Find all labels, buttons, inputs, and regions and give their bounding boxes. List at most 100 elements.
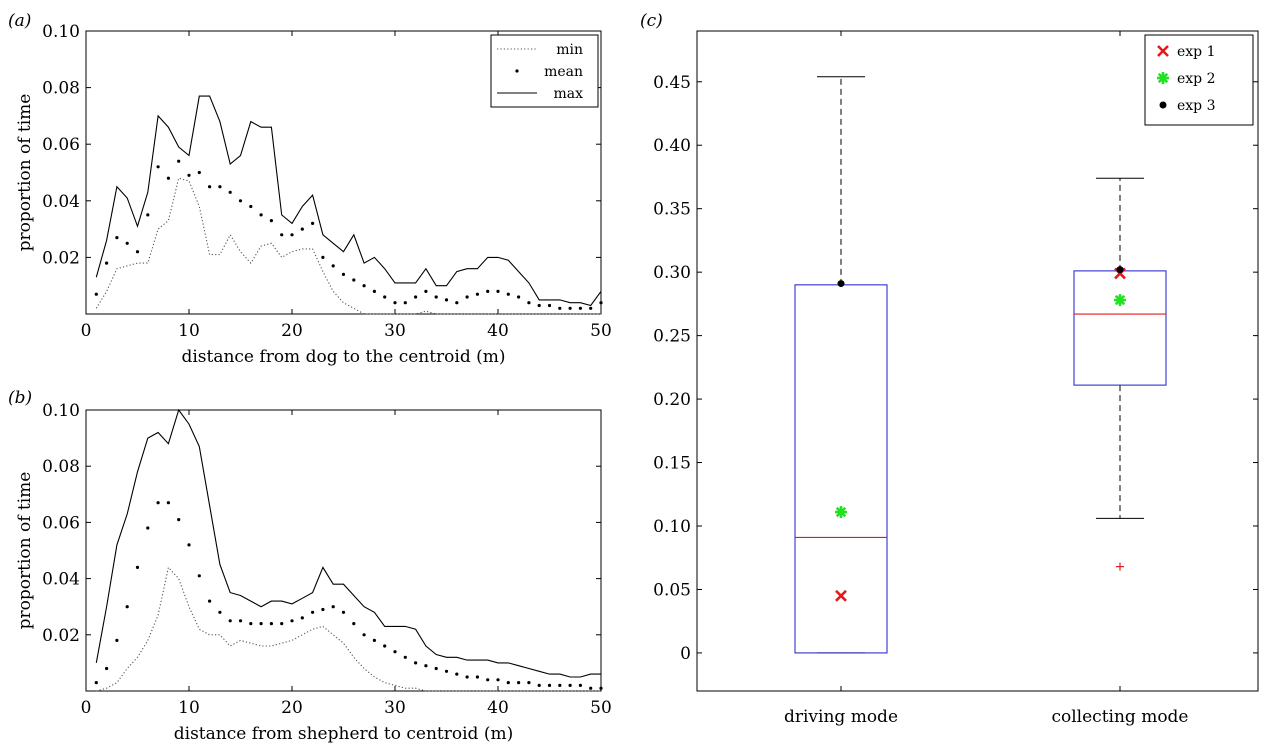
data-point: [578, 306, 583, 310]
data-point: [414, 661, 418, 665]
dot: [1159, 101, 1167, 109]
y-tick-label: 0: [680, 644, 691, 664]
data-point: [589, 686, 593, 690]
y-tick-label: 0.06: [42, 513, 80, 533]
data-point: [156, 165, 160, 169]
data-point: [444, 669, 449, 673]
series-min-line: [95, 177, 601, 315]
y-tick-label: 0.08: [42, 457, 80, 477]
data-point: [424, 289, 428, 293]
y-tick-label: 0.45: [653, 73, 691, 93]
y-tick-label: 0.02: [42, 626, 80, 646]
data-point: [94, 292, 98, 296]
outlier: [1116, 562, 1124, 571]
data-point: [558, 306, 562, 310]
data-point: [228, 190, 232, 194]
data-point: [249, 622, 253, 626]
data-point: [383, 295, 387, 299]
data-point: [177, 518, 181, 522]
y-tick-label: 0.08: [42, 79, 80, 99]
data-point: [393, 301, 397, 305]
x-tick-label: 20: [281, 321, 303, 341]
data-point: [105, 666, 109, 671]
data-point: [537, 303, 541, 308]
data-point: [146, 213, 150, 217]
data-point: [578, 683, 583, 688]
data-point: [527, 301, 531, 305]
legend-marker-exp-3: [1159, 101, 1167, 109]
data-point: [403, 301, 407, 305]
legend-label-exp-3: exp 3: [1177, 98, 1216, 114]
x-tick-label: 0: [81, 321, 92, 341]
data-point: [300, 227, 304, 231]
legend-marker-exp-1: [1157, 45, 1169, 57]
data-point: [506, 292, 510, 296]
y-tick-label: 0.35: [653, 200, 691, 220]
y-tick-label: 0.10: [42, 401, 80, 421]
series-min-line: [96, 566, 601, 692]
point-exp-2: [1114, 294, 1126, 307]
data-point: [517, 295, 521, 299]
axes-box: [85, 30, 602, 315]
data-point: [558, 683, 562, 688]
data-point: [177, 159, 181, 163]
data-point: [352, 278, 356, 282]
y-tick-label: 0.10: [653, 517, 691, 537]
data-point: [331, 264, 335, 268]
asterisk-stroke: [1114, 294, 1126, 306]
data-point: [414, 295, 418, 299]
data-point: [372, 638, 376, 643]
data-point: [156, 501, 160, 505]
data-point: [465, 675, 469, 679]
panel-label-b: (b): [8, 388, 32, 408]
data-point: [269, 219, 273, 223]
y-tick-label: 0.06: [42, 135, 80, 155]
data-point: [290, 619, 294, 623]
x-tick-label: 50: [590, 698, 612, 718]
plot-area-a: 0 10 20 30 40 50 0.02 0.04 0.06 0.08 0.10: [42, 22, 612, 341]
x-axis-label-b: distance from shepherd to centroid (m): [174, 724, 513, 744]
x-tick-label: 0: [81, 698, 92, 718]
data-point: [331, 605, 335, 609]
panel-b: (b) proportion of time distance from she…: [8, 388, 612, 744]
point-exp-2: [835, 506, 847, 519]
data-point: [146, 526, 150, 530]
data-point: [259, 213, 263, 217]
y-tick-label: 0.20: [653, 390, 691, 410]
data-point: [455, 301, 459, 305]
legend-label-exp-1: exp 1: [1177, 44, 1216, 60]
box-body: [794, 284, 888, 654]
x-tick-label: 40: [487, 321, 509, 341]
data-point: [197, 170, 201, 175]
legend-marker-exp-2: [1157, 72, 1169, 84]
data-point: [115, 638, 119, 643]
legend-c: exp 1 exp 2 exp 3: [1144, 34, 1254, 126]
data-point: [290, 233, 294, 237]
data-point: [228, 619, 232, 623]
data-point: [187, 543, 191, 547]
series-max-line: [95, 95, 602, 307]
data-point: [218, 185, 222, 189]
data-point: [125, 241, 129, 245]
x-tick-label: 10: [178, 321, 200, 341]
category-label: driving mode: [784, 707, 898, 727]
y-tick-label: 0.10: [42, 22, 80, 42]
y-tick-label: 0.04: [42, 570, 80, 590]
x-tick-label: 30: [384, 698, 406, 718]
axes-box: [696, 30, 1259, 692]
data-point: [187, 173, 191, 177]
data-point: [362, 633, 366, 637]
data-point: [547, 683, 552, 688]
plot-area-b: 0 10 20 30 40 50 0.02 0.04 0.06 0.08 0.10: [42, 401, 612, 718]
box-body: [1073, 270, 1167, 386]
data-point: [321, 255, 325, 259]
panel-label-c: (c): [640, 11, 663, 31]
data-point: [547, 303, 552, 308]
legend-point: [515, 69, 519, 73]
data-point: [496, 289, 500, 293]
data-point: [403, 655, 407, 659]
y-tick-label: 0.25: [653, 327, 691, 347]
data-point: [455, 672, 459, 676]
data-point: [280, 622, 284, 626]
